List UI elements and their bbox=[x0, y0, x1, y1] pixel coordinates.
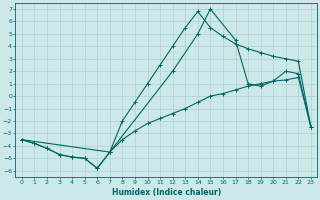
X-axis label: Humidex (Indice chaleur): Humidex (Indice chaleur) bbox=[112, 188, 221, 197]
